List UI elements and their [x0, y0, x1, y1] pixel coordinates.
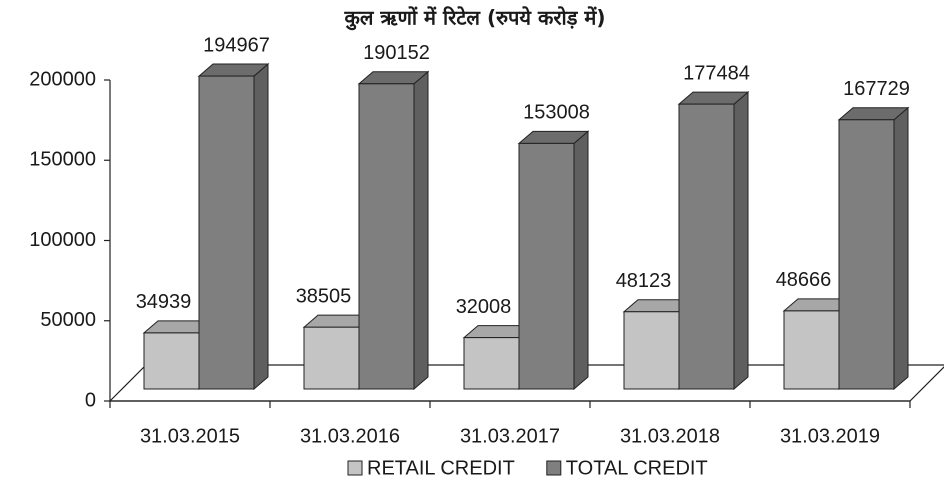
x-tick-label: 31.03.2019: [780, 425, 880, 447]
data-label: 153008: [523, 102, 590, 124]
bar-side: [573, 130, 589, 391]
x-tick-label: 31.03.2016: [300, 425, 400, 447]
bar: [678, 103, 735, 390]
data-label: 48123: [616, 270, 672, 292]
bar-side: [893, 106, 909, 391]
y-tick-label: 0: [85, 389, 96, 411]
data-label: 34939: [136, 291, 192, 313]
bar: [783, 310, 840, 390]
y-tick-label: 100000: [29, 229, 96, 251]
x-tick-label: 31.03.2017: [460, 425, 560, 447]
x-tick-label: 31.03.2015: [140, 425, 240, 447]
data-label: 32008: [456, 296, 512, 318]
data-label: 194967: [203, 34, 270, 56]
bar: [358, 83, 415, 390]
bar: [518, 142, 575, 390]
bar-side: [413, 70, 429, 391]
data-label: 190152: [363, 42, 430, 64]
data-label: 177484: [683, 62, 750, 84]
legend-swatch: [347, 460, 363, 476]
legend-label: RETAIL CREDIT: [367, 457, 515, 479]
y-tick-label: 50000: [40, 309, 96, 331]
legend-swatch: [546, 460, 562, 476]
bar-side: [253, 62, 269, 391]
data-label: 167729: [843, 78, 910, 100]
y-tick-label: 150000: [29, 149, 96, 171]
bar: [198, 75, 255, 390]
bar: [838, 119, 895, 390]
y-tick-label: 200000: [29, 68, 96, 90]
bar: [623, 311, 680, 390]
data-label: 48666: [776, 269, 832, 291]
legend-label: TOTAL CREDIT: [566, 457, 708, 479]
chart-title: कुल ऋणों में रिटेल (रुपये करोड़ में): [344, 6, 606, 31]
bar: [463, 337, 520, 390]
x-tick-label: 31.03.2018: [620, 425, 720, 447]
bar: [143, 332, 200, 390]
data-label: 38505: [296, 285, 352, 307]
bar: [303, 326, 360, 390]
bar-side: [733, 91, 749, 391]
